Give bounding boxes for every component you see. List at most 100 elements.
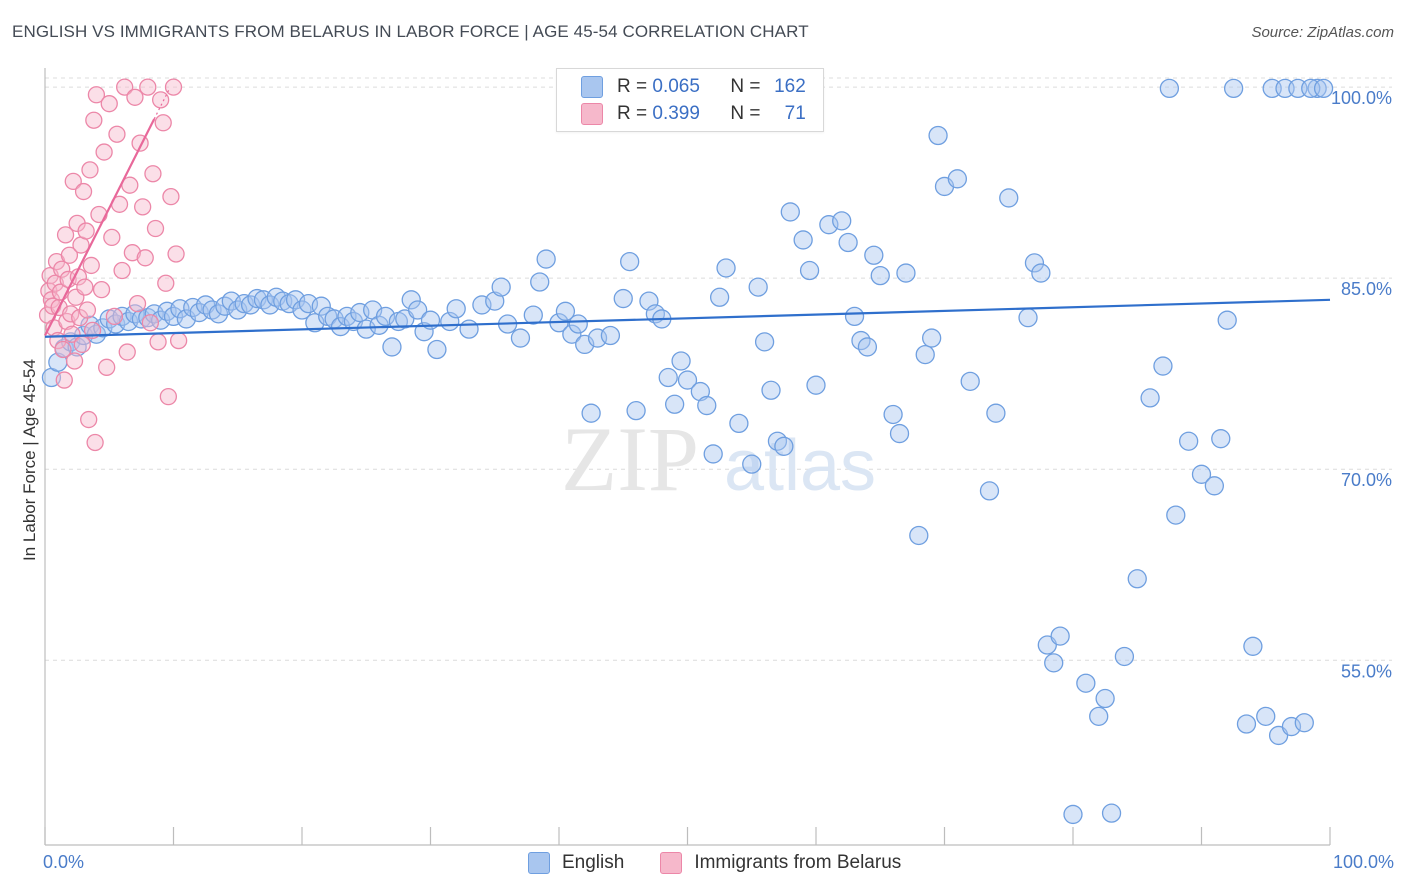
belarus-point	[126, 88, 144, 106]
belarus-point	[98, 358, 116, 376]
belarus-point	[164, 78, 183, 96]
y-tick-label: 70.0%	[1341, 470, 1392, 490]
belarus-point	[149, 333, 167, 351]
english-points	[41, 78, 1334, 825]
english-point	[427, 339, 447, 360]
belarus-point	[80, 410, 98, 429]
english-point	[889, 423, 910, 444]
english-point	[1031, 263, 1051, 283]
english-point	[1153, 356, 1173, 376]
belarus-point	[108, 125, 126, 143]
belarus-point	[64, 172, 82, 191]
r-label: R =	[617, 76, 648, 97]
english-point	[928, 125, 948, 146]
english-point	[922, 328, 942, 348]
axes	[44, 68, 1331, 846]
english-point	[883, 404, 903, 425]
english-point	[1024, 253, 1045, 273]
english-point	[536, 249, 556, 269]
english-point	[748, 277, 768, 297]
belarus-trend-line	[44, 118, 156, 336]
belarus-swatch	[660, 852, 683, 874]
english-point	[530, 272, 550, 292]
english-point	[1179, 431, 1199, 451]
n-label: N =	[730, 76, 761, 97]
belarus-point	[82, 256, 100, 275]
english-point	[1089, 706, 1109, 726]
english-point	[896, 263, 916, 283]
english-r-value: 0.065	[652, 76, 700, 97]
belarus-point	[62, 305, 80, 323]
n-label: N =	[730, 103, 761, 124]
english-point	[459, 319, 479, 339]
belarus-point	[81, 161, 99, 179]
stats-row-belarus: R = 0.399 N = 71	[581, 101, 806, 127]
english-point	[780, 202, 800, 222]
english-point	[979, 481, 1000, 501]
belarus-point	[78, 301, 97, 319]
english-trend-line	[44, 298, 1331, 338]
english-point	[703, 444, 723, 464]
stats-legend: R = 0.065 N = 162 R = 0.399 N = 71	[556, 68, 824, 132]
belarus-point	[167, 245, 185, 263]
legend-item-belarus[interactable]: Immigrants from Belarus	[660, 852, 901, 874]
belarus-point	[86, 433, 104, 452]
english-point	[793, 230, 813, 250]
x-axis-max-label: 100.0%	[1332, 852, 1394, 872]
english-point	[1223, 78, 1244, 99]
english-point	[523, 305, 543, 325]
english-point	[626, 400, 646, 421]
english-point	[761, 380, 781, 400]
english-point	[690, 381, 710, 402]
english-point	[799, 260, 820, 281]
y-tick-label: 100.0%	[1331, 88, 1392, 108]
x-axis-min-label: 0.0%	[43, 852, 85, 872]
english-point	[844, 306, 865, 327]
english-point	[1063, 804, 1083, 825]
belarus-point	[151, 91, 170, 109]
belarus-point	[60, 246, 79, 264]
english-point	[311, 296, 331, 316]
english-point	[1313, 78, 1334, 99]
belarus-point	[87, 86, 106, 104]
belarus-point	[103, 228, 121, 247]
english-point	[1191, 464, 1212, 484]
belarus-point	[136, 249, 154, 267]
belarus-point	[113, 261, 131, 280]
watermark-atlas: atlas	[724, 426, 876, 506]
english-point	[909, 525, 929, 546]
belarus-point	[63, 325, 81, 343]
belarus-point	[54, 340, 72, 359]
belarus-point	[123, 244, 142, 262]
english-point	[767, 431, 788, 451]
english-n-value: 162	[774, 76, 806, 97]
english-point	[1256, 706, 1276, 726]
english-point	[1243, 636, 1263, 656]
belarus-point	[85, 111, 103, 129]
belarus-point	[169, 331, 188, 350]
english-point	[613, 288, 633, 309]
english-point	[857, 337, 878, 357]
belarus-point	[90, 205, 108, 224]
english-point	[1294, 713, 1314, 733]
english-swatch	[581, 76, 603, 98]
belarus-points	[38, 78, 188, 452]
belarus-point	[159, 387, 178, 406]
english-point	[382, 337, 402, 357]
english-point	[1127, 569, 1147, 589]
english-point	[1140, 388, 1160, 408]
english-point	[665, 394, 685, 414]
english-point	[697, 395, 717, 416]
english-point	[401, 290, 421, 310]
english-point	[407, 300, 428, 320]
belarus-point	[139, 78, 157, 96]
english-point	[562, 324, 582, 344]
english-point	[870, 265, 890, 286]
legend-item-english[interactable]: English	[528, 852, 624, 874]
english-point	[1044, 653, 1064, 673]
belarus-r-value: 0.399	[652, 103, 700, 124]
belarus-point	[55, 371, 73, 389]
english-swatch	[528, 852, 550, 874]
english-point	[960, 371, 980, 391]
legend-label-english: English	[562, 852, 625, 873]
